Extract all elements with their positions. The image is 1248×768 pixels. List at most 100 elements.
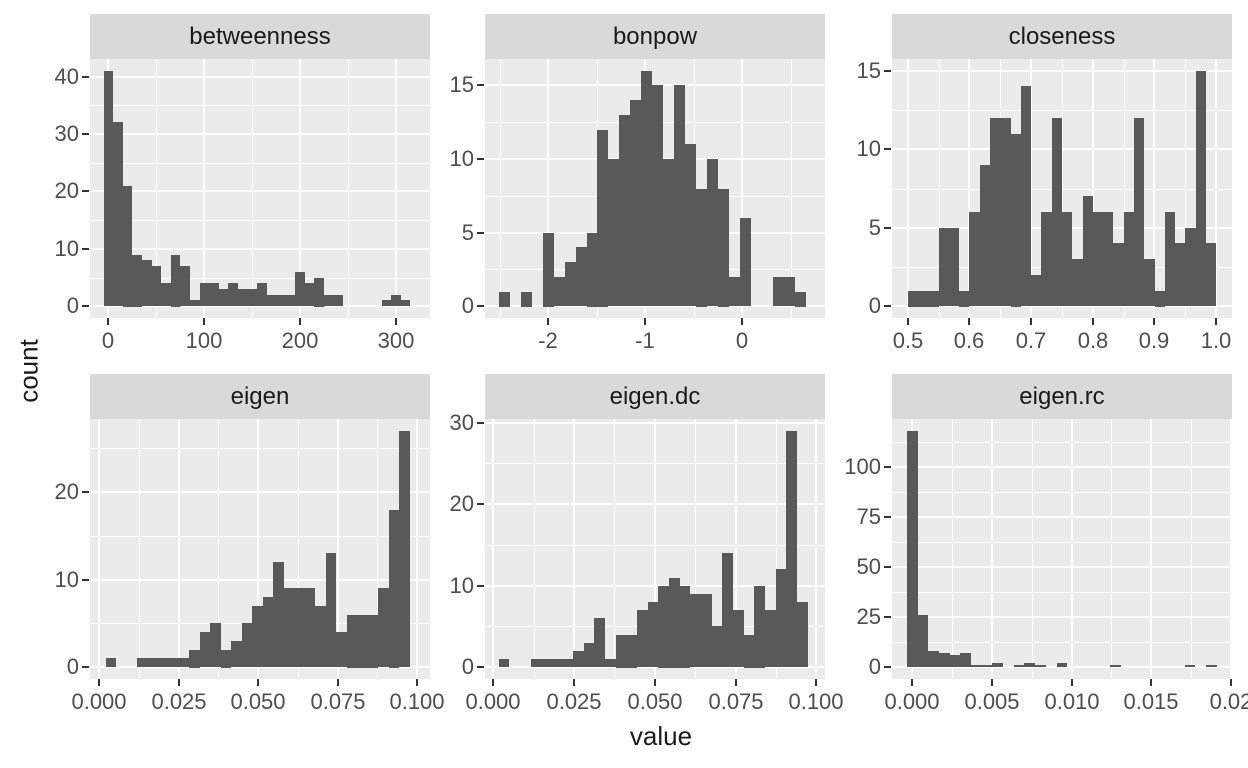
gridline-minor-y xyxy=(90,105,430,106)
x-tick-mark xyxy=(547,318,549,325)
histogram-bar xyxy=(949,228,959,306)
x-tick-label: 0.9 xyxy=(1138,328,1170,353)
histogram-bar xyxy=(190,300,200,306)
x-tick-mark xyxy=(395,318,397,325)
histogram-bar xyxy=(219,289,228,306)
gridline-major-y xyxy=(892,516,1232,518)
histogram-bar xyxy=(1124,212,1134,306)
y-tick-label: 10 xyxy=(449,573,474,598)
histogram-bar xyxy=(231,641,242,667)
x-tick-label: 0.02 xyxy=(1209,689,1248,714)
histogram-bar xyxy=(765,610,776,667)
y-tick-label: 50 xyxy=(856,554,881,579)
gridline-minor-x xyxy=(614,419,615,679)
y-tick-mark xyxy=(884,70,891,72)
y-tick-label: 75 xyxy=(856,504,881,529)
gridline-major-x xyxy=(654,419,656,679)
histogram-bar xyxy=(1185,665,1195,667)
facet-panel-eigen.dc xyxy=(485,419,825,679)
gridline-minor-x xyxy=(218,419,219,679)
histogram-bar xyxy=(641,71,652,306)
x-tick-label: 0.100 xyxy=(788,689,844,714)
histogram-bar xyxy=(1072,259,1083,306)
x-tick-mark xyxy=(1153,318,1155,325)
y-tick-label: 30 xyxy=(54,121,79,146)
histogram-bar xyxy=(939,228,949,306)
facet-strip-eigen.rc: eigen.rc xyxy=(892,374,1232,419)
y-tick-mark xyxy=(477,503,484,505)
histogram-bar xyxy=(315,606,326,667)
x-tick-mark xyxy=(203,318,205,325)
x-tick-mark xyxy=(492,679,494,686)
gridline-major-y xyxy=(485,305,825,307)
x-tick-label: 0.010 xyxy=(1044,689,1100,714)
x-tick-mark xyxy=(654,679,656,686)
y-tick-mark xyxy=(82,305,89,307)
histogram-bar xyxy=(357,615,368,668)
gridline-major-x xyxy=(203,59,205,318)
x-tick-mark xyxy=(416,679,418,686)
y-tick-mark xyxy=(477,232,484,234)
histogram-bar xyxy=(347,615,357,668)
gridline-major-x xyxy=(299,59,301,318)
x-tick-mark xyxy=(968,318,970,325)
histogram-bar xyxy=(1093,212,1103,306)
gridline-major-x xyxy=(1153,59,1155,318)
histogram-bar xyxy=(132,255,142,307)
histogram-bar xyxy=(1165,212,1175,306)
histogram-bar xyxy=(685,144,696,306)
histogram-bar xyxy=(378,588,389,667)
y-tick-mark xyxy=(477,305,484,307)
gridline-major-y xyxy=(892,305,1232,307)
histogram-bar xyxy=(238,289,247,306)
histogram-bar xyxy=(918,615,928,667)
histogram-bar xyxy=(324,295,334,306)
histogram-bar xyxy=(1206,243,1216,306)
histogram-bar xyxy=(630,100,641,306)
histogram-bar xyxy=(1000,118,1011,306)
gridline-minor-x xyxy=(776,419,777,679)
histogram-bar xyxy=(797,602,808,667)
histogram-bar xyxy=(391,295,401,306)
gridline-major-y xyxy=(892,666,1232,668)
y-tick-mark xyxy=(82,248,89,250)
gridline-major-x xyxy=(991,419,993,679)
y-tick-mark xyxy=(82,133,89,135)
histogram-bar xyxy=(701,594,712,667)
histogram-bar xyxy=(294,588,305,667)
histogram-bar xyxy=(754,586,765,668)
gridline-major-x xyxy=(815,419,817,679)
gridline-minor-x xyxy=(348,59,349,318)
histogram-bar xyxy=(939,653,950,667)
histogram-bar xyxy=(142,260,152,306)
histogram-bar xyxy=(907,431,918,667)
histogram-bar xyxy=(1024,663,1035,667)
gridline-major-x xyxy=(178,419,180,679)
y-tick-label: 15 xyxy=(449,72,474,97)
histogram-bar xyxy=(1206,665,1217,667)
histogram-bar xyxy=(1113,243,1124,306)
histogram-bar xyxy=(980,165,990,306)
x-tick-label: 0.7 xyxy=(1015,328,1047,353)
y-axis-title: count xyxy=(13,339,44,403)
histogram-bar xyxy=(722,553,733,667)
gridline-minor-x xyxy=(939,59,940,318)
gridline-minor-x xyxy=(1185,59,1186,318)
y-tick-mark xyxy=(884,227,891,229)
facet-strip-bonpow: bonpow xyxy=(485,14,825,59)
histogram-bar xyxy=(773,277,784,306)
gridline-minor-y xyxy=(892,592,1232,593)
histogram-bar xyxy=(200,283,209,306)
y-tick-label: 5 xyxy=(868,215,881,240)
gridline-major-x xyxy=(547,59,549,318)
histogram-bar xyxy=(950,655,960,667)
y-tick-label: 0 xyxy=(461,293,474,318)
histogram-bar xyxy=(584,643,594,667)
histogram-bar xyxy=(200,632,210,667)
histogram-bar xyxy=(576,247,587,306)
histogram-bar xyxy=(1155,291,1165,307)
y-tick-label: 100 xyxy=(844,454,881,479)
histogram-bar xyxy=(1110,665,1121,667)
histogram-bar xyxy=(918,291,928,307)
